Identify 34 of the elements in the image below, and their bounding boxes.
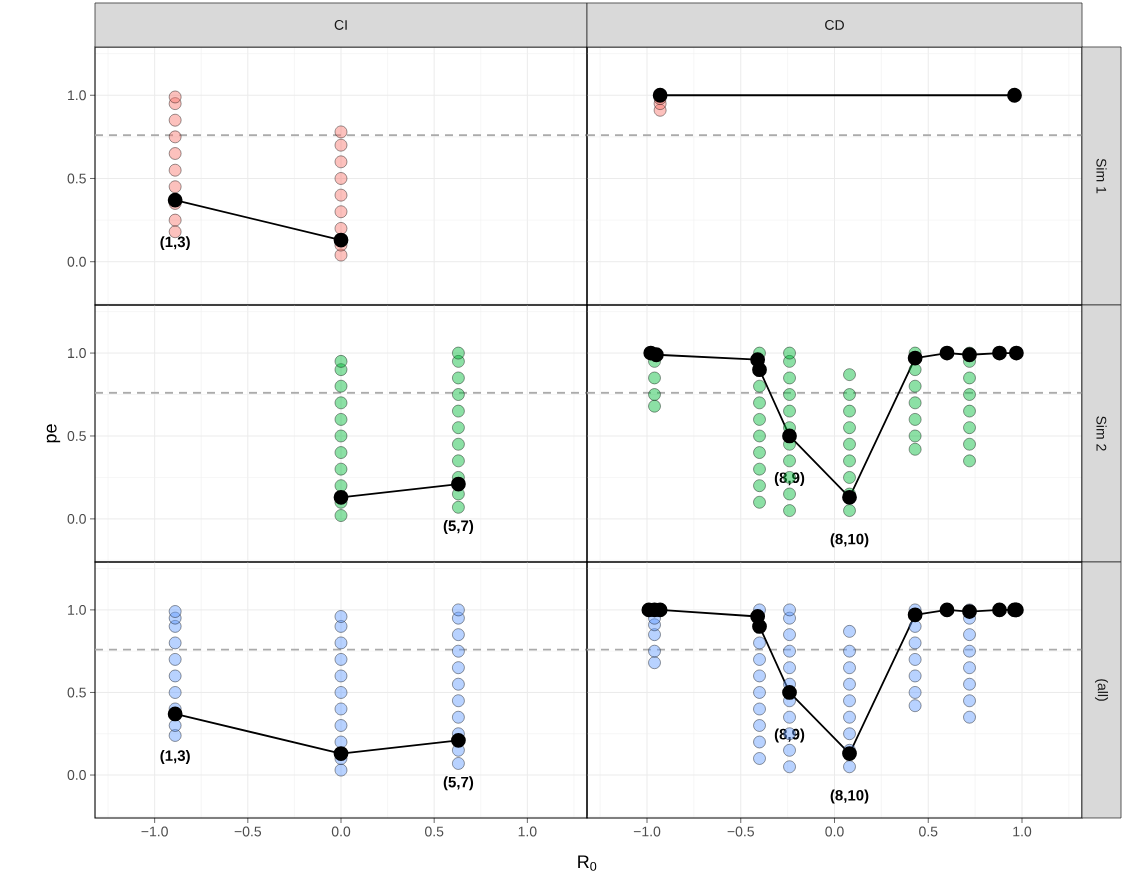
x-tick-label: 0.5 bbox=[425, 826, 444, 837]
x-tick-label: 0.0 bbox=[825, 826, 844, 837]
y-tick-label: 0.5 bbox=[67, 687, 86, 698]
annotation: (8,9) bbox=[774, 728, 805, 743]
x-tick-label: −0.5 bbox=[234, 826, 262, 837]
y-tick-label: 1.0 bbox=[68, 604, 86, 615]
y-tick-label: 0.5 bbox=[67, 173, 86, 184]
chart-title: CI bbox=[334, 20, 347, 30]
y2-axis-title: (all) bbox=[1094, 679, 1109, 701]
y-tick-label: 0.0 bbox=[67, 770, 86, 780]
annotation: (8,9) bbox=[774, 471, 805, 486]
annotation: (8,10) bbox=[830, 789, 869, 804]
y-axis-title: pe bbox=[46, 424, 61, 443]
x-tick-label: −0.5 bbox=[727, 826, 754, 837]
x-tick-label: 0.5 bbox=[919, 826, 938, 837]
annotation: (5,7) bbox=[443, 520, 474, 535]
y-tick-label: 1.0 bbox=[68, 348, 86, 359]
annotation: (1,3) bbox=[160, 749, 190, 764]
y-tick-label: 0.5 bbox=[67, 431, 86, 441]
x-tick-label: −1.0 bbox=[633, 826, 661, 837]
x-tick-label: 1.0 bbox=[518, 826, 537, 837]
y2-axis-title: Sim 2 bbox=[1096, 416, 1107, 451]
annotation: (8,10) bbox=[830, 533, 869, 548]
y-tick-label: 1.0 bbox=[68, 90, 86, 101]
y2-axis-title: Sim 1 bbox=[1096, 158, 1107, 194]
y-tick-label: 0.0 bbox=[67, 256, 86, 267]
y-tick-label: 0.0 bbox=[67, 513, 86, 524]
annotation: (5,7) bbox=[443, 776, 474, 791]
x-tick-label: 1.0 bbox=[1013, 826, 1032, 837]
annotation: (1,3) bbox=[160, 236, 190, 251]
chart-title: CD bbox=[825, 20, 844, 30]
x-tick-label: −1.0 bbox=[141, 826, 168, 837]
x-tick-label: 0.0 bbox=[331, 826, 351, 837]
x-axis-title: R$_{0}$ bbox=[578, 855, 597, 871]
